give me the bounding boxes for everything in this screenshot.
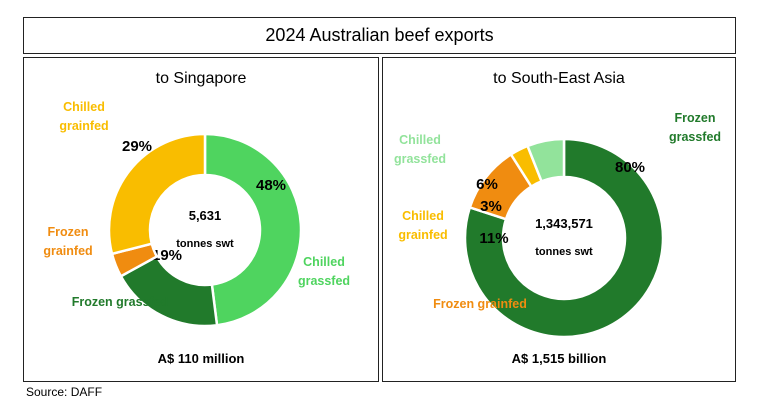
donut-slice-3 <box>525 137 566 183</box>
slice-percent-label: 29% <box>122 138 152 155</box>
slice-category-label: Chilled grainfed <box>398 209 447 242</box>
source-note: Source: DAFF <box>26 385 103 399</box>
sea-panel: to South-East Asia 80% Frozen grassfed 11% F… <box>382 57 736 382</box>
center-unit: tonnes swt <box>176 238 234 250</box>
donut-slice-0 <box>463 137 665 339</box>
sea-total-value: A$ 1,515 billion <box>511 351 607 366</box>
slice-category-label: Frozen grassfed <box>669 111 721 144</box>
slice-category-label: Frozen grassfed <box>72 295 169 309</box>
slice-category-label: Chilled grassfed <box>298 255 350 288</box>
singapore-panel: to Singapore 48% Chilled grassfed 19% Frozen… <box>23 57 379 382</box>
center-value: 5,631 <box>189 208 222 223</box>
slice-percent-label: 48% <box>256 177 286 194</box>
singapore-total-value: A$ 110 million <box>157 351 245 366</box>
donut-slice-3 <box>107 132 207 256</box>
sea-subtitle: to South-East Asia <box>493 70 625 87</box>
slice-percent-label: 19% <box>152 247 182 264</box>
sea-donut-chart: 80% Frozen grassfed 11% Frozen grainfed 3% Chi… <box>394 111 721 339</box>
slice-category-label: Frozen grainfed <box>433 297 527 311</box>
chart-title: 2024 Australian beef exports <box>23 17 736 54</box>
slice-percent-label: 11% <box>479 230 508 247</box>
center-unit: tonnes swt <box>535 246 593 258</box>
slice-category-label: Chilled grassfed <box>394 133 446 166</box>
slice-percent-label: 6% <box>476 176 498 193</box>
slice-percent-label: 80% <box>615 159 645 176</box>
donut-slice-0 <box>203 132 303 327</box>
slice-category-label: Frozen grainfed <box>43 225 92 258</box>
slice-category-label: Chilled grainfed <box>59 100 108 133</box>
center-value: 1,343,571 <box>535 216 593 231</box>
slice-percent-label: 3% <box>480 198 502 215</box>
singapore-subtitle: to Singapore <box>155 70 247 87</box>
